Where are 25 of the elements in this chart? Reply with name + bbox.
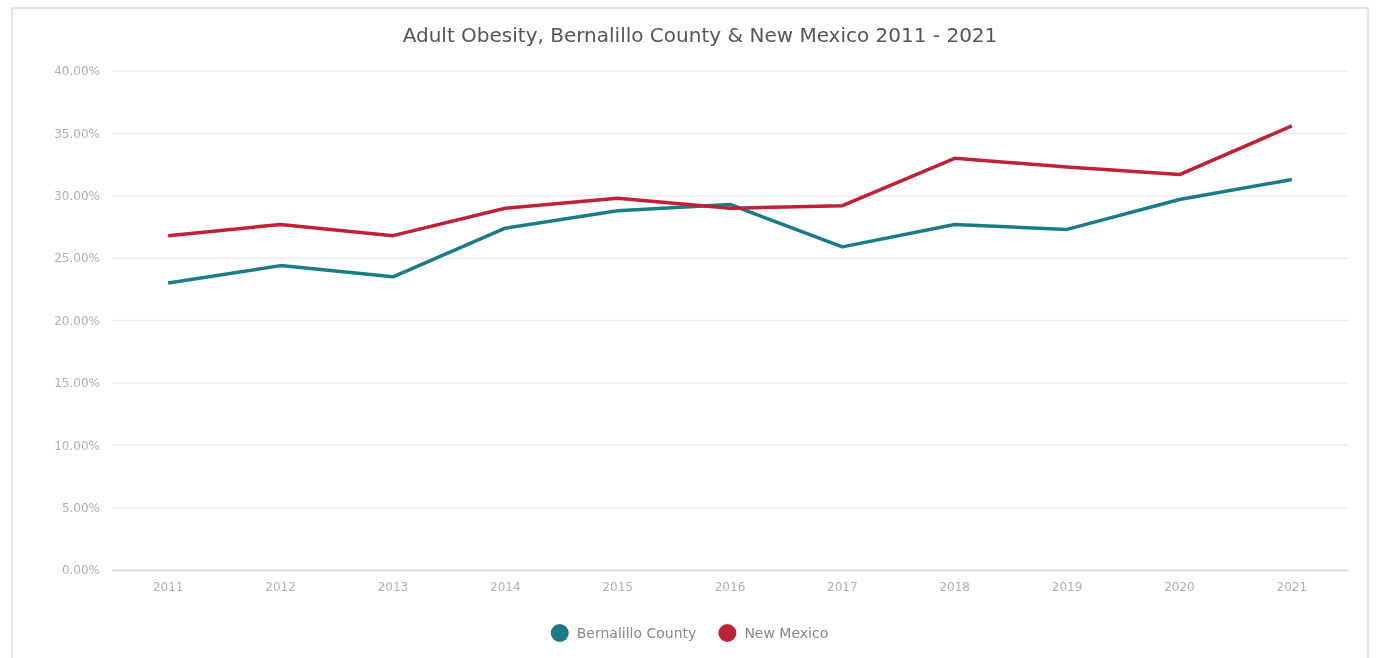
y-tick-label: 30.00% (54, 189, 100, 204)
y-tick-label: 35.00% (54, 126, 100, 141)
x-tick-label: 2021 (1276, 579, 1308, 594)
y-tick-label: 25.00% (54, 251, 100, 266)
x-tick-label: 2012 (265, 579, 296, 594)
x-tick-label: 2011 (152, 579, 184, 594)
line-series (166, 177, 1294, 285)
x-tick-label: 2019 (1051, 579, 1083, 594)
x-tick-label: 2015 (602, 579, 633, 594)
x-tick-label: 2013 (377, 579, 409, 594)
y-tick-label: 20.00% (54, 313, 100, 328)
y-tick-label: 5.00% (61, 500, 100, 515)
line-series (166, 124, 1294, 238)
x-tick-label: 2020 (1164, 579, 1195, 594)
legend-label: New Mexico (744, 625, 829, 641)
x-tick-label: 2014 (490, 579, 521, 594)
x-tick-label: 2018 (939, 579, 970, 594)
y-tick-label: 15.00% (54, 376, 100, 391)
legend-label: Bernalillo County (576, 625, 697, 641)
y-tick-label: 10.00% (54, 438, 100, 453)
x-tick-label: 2017 (827, 579, 858, 594)
y-tick-label: 0.00% (61, 563, 100, 578)
chart-title: Adult Obesity, Bernalillo County & New Mexico 2011 - 2021 (402, 23, 998, 47)
x-tick-label: 2016 (714, 579, 746, 594)
y-tick-label: 40.00% (54, 64, 100, 79)
